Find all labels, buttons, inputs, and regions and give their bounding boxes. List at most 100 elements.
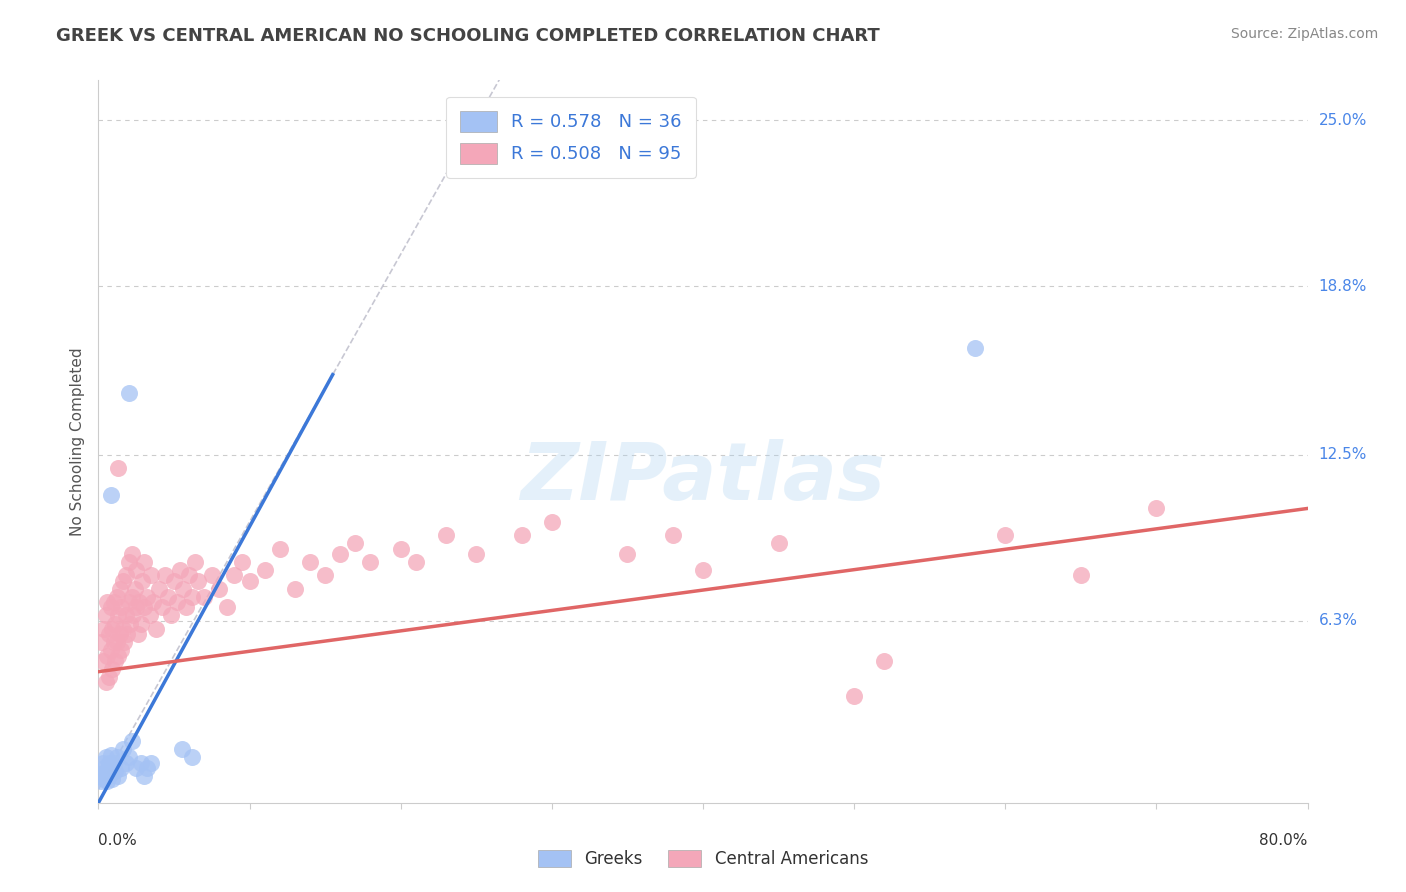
Point	[132, 600, 155, 615]
Text: 12.5%: 12.5%	[1319, 448, 1367, 462]
Point	[112, 635, 135, 649]
Point	[121, 547, 143, 561]
Point	[344, 536, 367, 550]
Point	[94, 750, 117, 764]
Point	[844, 689, 866, 703]
Point	[104, 654, 127, 668]
Point	[661, 528, 683, 542]
Point	[125, 563, 148, 577]
Point	[105, 635, 128, 649]
Text: 6.3%: 6.3%	[1319, 614, 1358, 628]
Point	[142, 595, 165, 609]
Point	[98, 670, 121, 684]
Point	[1070, 568, 1092, 582]
Point	[231, 555, 253, 569]
Point	[389, 541, 412, 556]
Point	[150, 600, 173, 615]
Point	[135, 761, 157, 775]
Text: 18.8%: 18.8%	[1319, 279, 1367, 293]
Text: 0.0%: 0.0%	[98, 833, 138, 848]
Point	[1144, 501, 1167, 516]
Point	[115, 627, 138, 641]
Point	[94, 769, 117, 783]
Point	[93, 622, 115, 636]
Point	[145, 622, 167, 636]
Point	[110, 761, 132, 775]
Point	[201, 568, 224, 582]
Point	[90, 635, 112, 649]
Point	[96, 595, 118, 609]
Point	[101, 772, 124, 786]
Point	[111, 742, 134, 756]
Point	[169, 563, 191, 577]
Point	[139, 608, 162, 623]
Point	[314, 568, 336, 582]
Point	[405, 555, 427, 569]
Point	[193, 590, 215, 604]
Point	[94, 675, 117, 690]
Point	[187, 574, 209, 588]
Point	[129, 616, 152, 631]
Point	[101, 622, 124, 636]
Point	[163, 574, 186, 588]
Point	[215, 600, 238, 615]
Point	[100, 643, 122, 657]
Point	[166, 595, 188, 609]
Point	[91, 654, 114, 668]
Point	[96, 648, 118, 663]
Point	[94, 608, 117, 623]
Point	[103, 756, 125, 770]
Point	[141, 568, 163, 582]
Point	[105, 590, 128, 604]
Point	[118, 595, 141, 609]
Point	[160, 608, 183, 623]
Y-axis label: No Schooling Completed: No Schooling Completed	[69, 347, 84, 536]
Point	[101, 662, 124, 676]
Point	[103, 595, 125, 609]
Point	[141, 756, 163, 770]
Point	[125, 600, 148, 615]
Point	[100, 747, 122, 762]
Point	[131, 574, 153, 588]
Point	[120, 616, 142, 631]
Point	[616, 547, 638, 561]
Point	[104, 616, 127, 631]
Point	[107, 461, 129, 475]
Point	[118, 555, 141, 569]
Point	[111, 622, 134, 636]
Legend: Greeks, Central Americans: Greeks, Central Americans	[531, 843, 875, 875]
Point	[181, 590, 204, 604]
Point	[184, 555, 207, 569]
Point	[434, 528, 457, 542]
Point	[121, 590, 143, 604]
Point	[153, 568, 176, 582]
Point	[873, 654, 896, 668]
Point	[101, 761, 124, 775]
Point	[93, 761, 115, 775]
Point	[90, 769, 112, 783]
Legend: R = 0.578   N = 36, R = 0.508   N = 95: R = 0.578 N = 36, R = 0.508 N = 95	[446, 96, 696, 178]
Point	[127, 627, 149, 641]
Point	[105, 750, 128, 764]
Point	[107, 608, 129, 623]
Point	[284, 582, 307, 596]
Point	[114, 608, 136, 623]
Point	[108, 627, 131, 641]
Text: GREEK VS CENTRAL AMERICAN NO SCHOOLING COMPLETED CORRELATION CHART: GREEK VS CENTRAL AMERICAN NO SCHOOLING C…	[56, 27, 880, 45]
Point	[111, 574, 134, 588]
Point	[208, 582, 231, 596]
Point	[91, 756, 114, 770]
Point	[965, 341, 987, 355]
Point	[122, 608, 145, 623]
Text: Source: ZipAtlas.com: Source: ZipAtlas.com	[1230, 27, 1378, 41]
Point	[90, 774, 112, 789]
Point	[132, 555, 155, 569]
Point	[174, 600, 197, 615]
Point	[118, 750, 141, 764]
Point	[100, 488, 122, 502]
Point	[114, 568, 136, 582]
Point	[107, 769, 129, 783]
Point	[299, 555, 322, 569]
Point	[93, 772, 115, 786]
Point	[108, 582, 131, 596]
